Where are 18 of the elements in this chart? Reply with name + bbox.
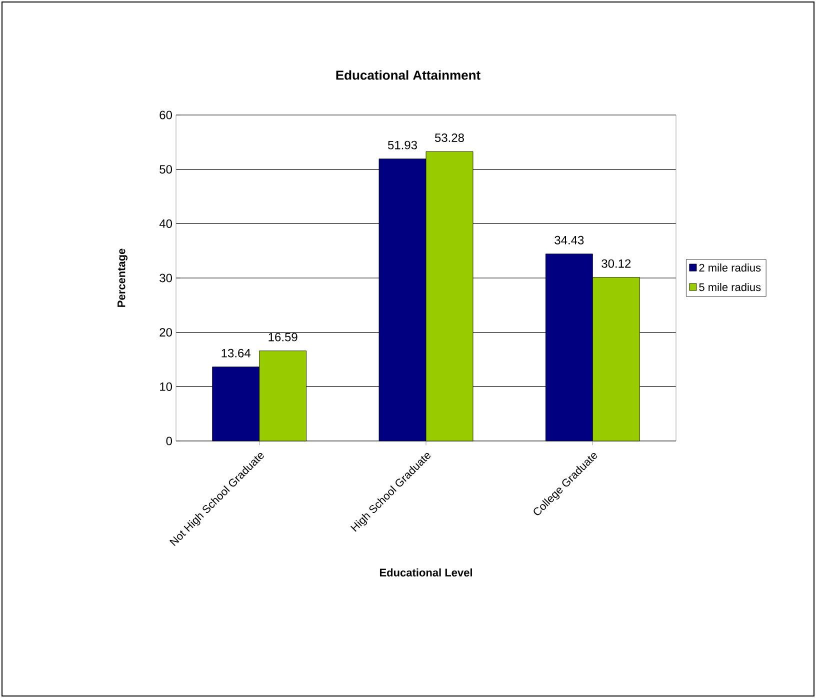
data-label: 34.43 — [554, 236, 584, 244]
y-tick-label: 50 — [160, 165, 172, 174]
data-label: 30.12 — [602, 259, 631, 268]
data-label: 53.28 — [434, 133, 464, 142]
legend-label: 2 mile radius — [699, 264, 761, 272]
legend-label: 5 mile radius — [699, 282, 761, 292]
data-label: 13.64 — [222, 348, 250, 358]
y-tick-label: 30 — [160, 274, 172, 282]
data-label: 51.93 — [388, 140, 417, 150]
data-label: 16.59 — [268, 332, 298, 342]
y-tick-label: 10 — [160, 382, 172, 391]
y-tick-label: 40 — [159, 219, 172, 228]
x-axis-title: Educational Level — [380, 568, 472, 576]
chart-title: Educational Attainment — [336, 70, 480, 80]
y-axis-title: Percentage — [118, 248, 128, 307]
y-tick-label: 60 — [160, 110, 172, 120]
y-tick-label: 20 — [160, 328, 172, 337]
y-tick-label: 0 — [166, 436, 172, 446]
